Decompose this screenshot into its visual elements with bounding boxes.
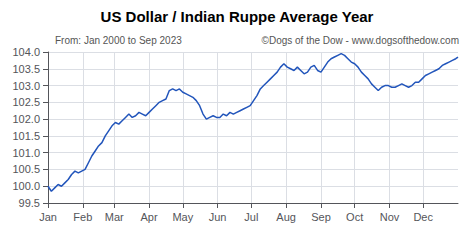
svg-text:©Dogs of the Dow - www.dogsoft: ©Dogs of the Dow - www.dogsofthedow.com — [262, 35, 459, 46]
svg-text:Oct: Oct — [346, 211, 363, 223]
svg-text:US Dollar / Indian Ruppe Avera: US Dollar / Indian Ruppe Average Year — [101, 8, 374, 25]
svg-text:101.5: 101.5 — [12, 130, 40, 142]
svg-text:102.5: 102.5 — [12, 96, 40, 108]
svg-text:102.0: 102.0 — [12, 113, 40, 125]
svg-text:Aug: Aug — [276, 211, 296, 223]
svg-text:May: May — [172, 211, 193, 223]
svg-text:104.0: 104.0 — [12, 46, 40, 58]
svg-text:101.0: 101.0 — [12, 147, 40, 159]
svg-text:Mar: Mar — [105, 211, 124, 223]
svg-text:Jun: Jun — [209, 211, 227, 223]
svg-text:100.5: 100.5 — [12, 163, 40, 175]
svg-text:103.0: 103.0 — [12, 80, 40, 92]
svg-text:Jul: Jul — [244, 211, 258, 223]
svg-text:99.5: 99.5 — [19, 197, 40, 209]
svg-text:Sep: Sep — [311, 211, 331, 223]
svg-text:100.0: 100.0 — [12, 180, 40, 192]
svg-text:From: Jan 2000 to Sep 2023: From: Jan 2000 to Sep 2023 — [55, 35, 182, 46]
svg-text:Dec: Dec — [413, 211, 433, 223]
svg-text:103.5: 103.5 — [12, 63, 40, 75]
svg-text:Jan: Jan — [39, 211, 57, 223]
svg-text:Feb: Feb — [73, 211, 92, 223]
svg-text:Nov: Nov — [380, 211, 400, 223]
svg-text:Apr: Apr — [141, 211, 158, 223]
